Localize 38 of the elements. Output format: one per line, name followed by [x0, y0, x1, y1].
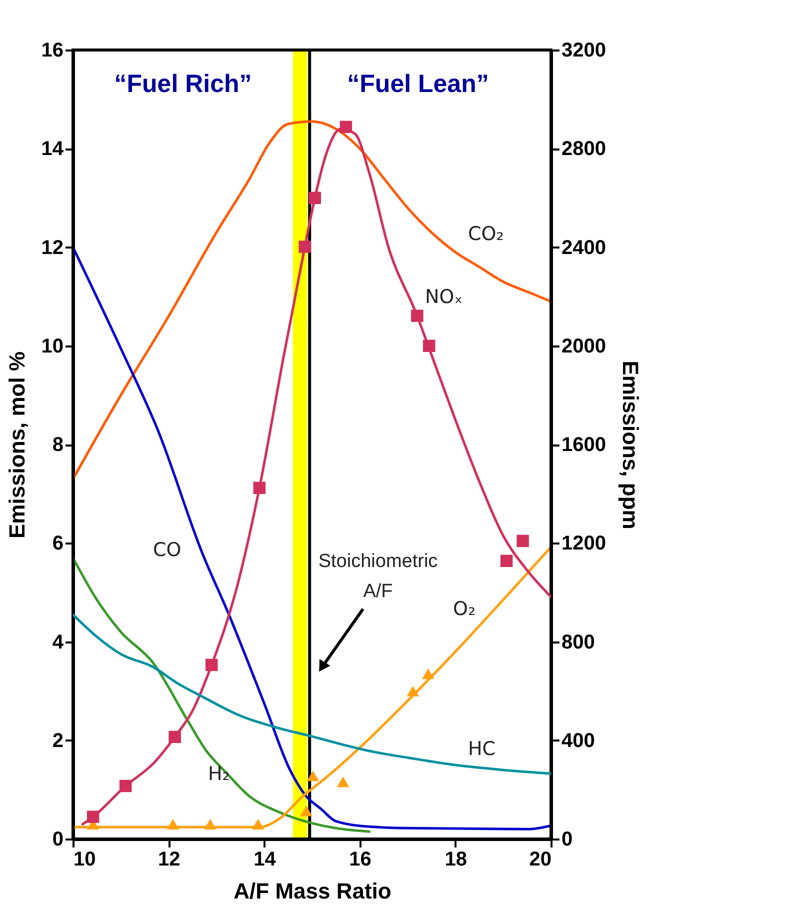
y-axis-title: Emissions, mol %	[4, 351, 30, 539]
y2-tick-label: 1200	[562, 532, 606, 555]
y-tick-label: 14	[41, 138, 64, 160]
y2-tick-label: 2800	[562, 138, 606, 160]
annotation: “Fuel Rich”	[114, 70, 252, 98]
y2-tick-label: 2400	[562, 236, 606, 259]
y-tick-label: 0	[52, 828, 64, 850]
y-tick-label: 10	[41, 335, 64, 358]
series-label: CO₂	[468, 223, 504, 245]
x-axis-title: A/F Mass Ratio	[234, 878, 392, 904]
y-tick-label: 4	[52, 631, 64, 654]
line-series	[73, 246, 551, 830]
x-tick-label: 18	[444, 848, 468, 870]
y2-tick-label: 2000	[562, 335, 606, 358]
y-tick-label: 12	[41, 236, 64, 259]
ref-line-label: Stoichiometric A/F	[318, 551, 438, 602]
series-label: CO	[153, 539, 182, 561]
y-tick-label: 16	[41, 40, 64, 62]
y2-tick-label: 1600	[562, 434, 606, 456]
series-label: HC	[468, 738, 496, 760]
x-tick-label: 14	[254, 848, 277, 870]
y2-tick-label: 400	[562, 730, 595, 752]
y2-axis-title: Emissions, ppm	[618, 360, 643, 530]
line-series	[73, 120, 551, 480]
annotation: “Fuel Lean”	[347, 70, 489, 98]
series-label: NOₓ	[425, 286, 463, 308]
y-tick-label: 8	[52, 434, 64, 456]
x-tick-label: 12	[158, 848, 180, 870]
y2-tick-label: 0	[562, 828, 573, 850]
x-tick-label: 16	[349, 848, 372, 870]
series-label: O₂	[453, 598, 476, 620]
x-tick-label: 10	[74, 848, 96, 870]
y2-tick-label: 800	[562, 631, 595, 654]
y2-tick-label: 3200	[562, 40, 606, 62]
series-label: H₂	[208, 763, 230, 785]
y-tick-label: 2	[52, 730, 64, 752]
y-tick-label: 6	[52, 532, 64, 555]
x-tick-label: 20	[529, 848, 552, 870]
